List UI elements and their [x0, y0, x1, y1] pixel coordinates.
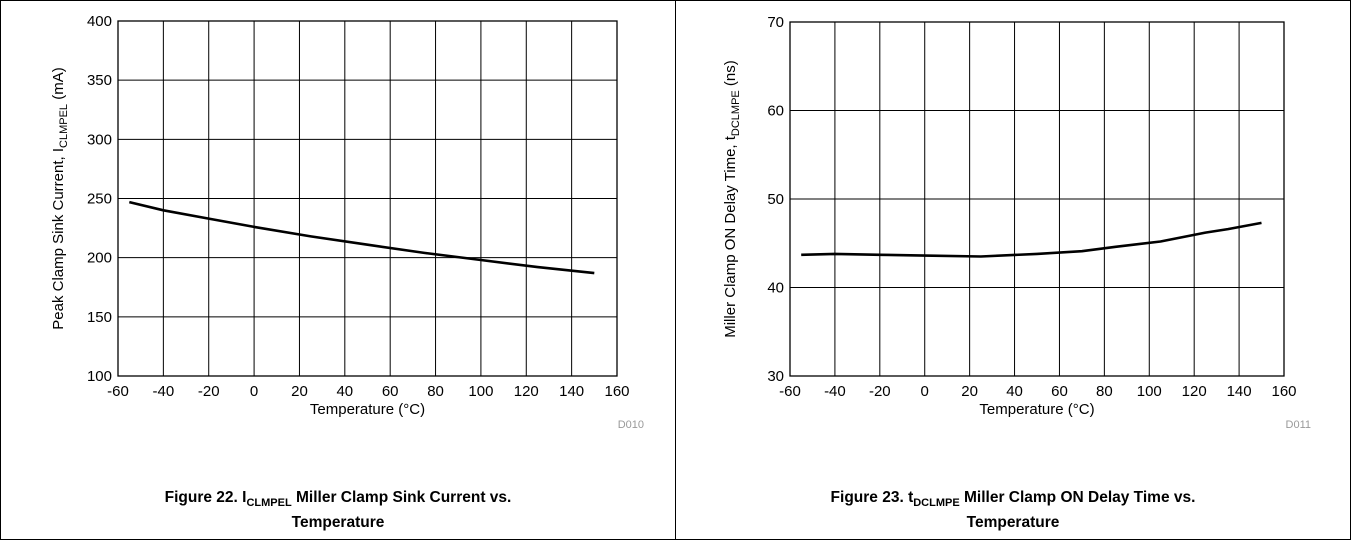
figure-code: D011	[1286, 419, 1311, 431]
y-tick-label: 60	[767, 103, 784, 120]
x-tick-label: -40	[153, 383, 175, 400]
y-tick-label: 30	[767, 368, 784, 385]
caption-line2: Temperature	[966, 514, 1060, 532]
x-tick-label: 80	[427, 383, 444, 400]
x-tick-label: 160	[604, 383, 629, 400]
x-tick-label: 40	[336, 383, 353, 400]
y-axis-label-unit: (mA)	[50, 67, 67, 104]
figure-22-caption: Figure 22. ICLMPEL Miller Clamp Sink Cur…	[1, 488, 675, 533]
y-axis-label-main: Miller Clamp ON Delay Time, t	[722, 135, 739, 338]
y-tick-label: 350	[87, 72, 112, 89]
x-tick-label: -60	[107, 383, 129, 400]
y-axis-label-main: Peak Clamp Sink Current, I	[50, 148, 67, 330]
data-line-series	[801, 221, 1262, 258]
caption-subscript: CLMPEL	[246, 497, 292, 510]
x-tick-label: 0	[250, 383, 258, 400]
caption-prefix: Figure 22. I	[164, 489, 247, 506]
x-tick-label: 40	[1006, 383, 1023, 400]
y-tick-label: 400	[87, 13, 112, 30]
plot-frame	[789, 21, 1285, 377]
y-tick-label: 150	[87, 309, 112, 326]
x-tick-label: -40	[824, 383, 846, 400]
x-tick-label: -20	[869, 383, 891, 400]
x-tick-label: 20	[291, 383, 308, 400]
x-tick-label: 80	[1096, 383, 1113, 400]
figure-code: D010	[618, 419, 644, 431]
x-tick-label: 20	[961, 383, 978, 400]
clamp-delay-chart: -60 -40 -20 0 20 40 60 80 100 120 140 160 30 40 50 60 70…	[722, 14, 1311, 431]
x-tick-label: 120	[1182, 383, 1207, 400]
y-axis-label-unit: (ns)	[722, 60, 739, 90]
y-axis-label: Peak Clamp Sink Current, ICLMPEL (mA)	[50, 67, 70, 329]
caption-rest: Miller Clamp Sink Current vs.	[291, 489, 512, 506]
caption-prefix: Figure 23. t	[830, 489, 914, 506]
y-axis-label: Miller Clamp ON Delay Time, tDCLMPE (ns)	[722, 60, 742, 338]
chart-panel-right: -60 -40 -20 0 20 40 60 80 100 120 140 160 30 40 50 60 70…	[675, 0, 1351, 540]
caption-line2: Temperature	[291, 514, 385, 532]
caption-rest: Miller Clamp ON Delay Time vs.	[959, 489, 1196, 506]
x-tick-label: 160	[1271, 383, 1296, 400]
y-tick-label: 200	[87, 250, 112, 267]
chart-panel-left: -60 -40 -20 0 20 40 60 80 100 120 140 160 100 150 200 2…	[0, 0, 676, 540]
x-axis-label: Temperature (°C)	[310, 401, 425, 418]
x-tick-label: 120	[514, 383, 539, 400]
y-tick-label: 250	[87, 191, 112, 208]
x-tick-label: -20	[198, 383, 220, 400]
x-tick-label: 60	[1051, 383, 1068, 400]
y-axis-label-subscript: CLMPEL	[58, 104, 70, 148]
x-tick-label: 140	[1227, 383, 1252, 400]
plot-frame	[117, 20, 618, 377]
x-tick-label: 100	[1137, 383, 1162, 400]
x-tick-label: -60	[779, 383, 801, 400]
y-tick-label: 40	[767, 280, 784, 297]
y-axis-label-subscript: DCLMPE	[730, 90, 742, 136]
y-tick-label: 100	[87, 368, 112, 385]
caption-subscript: DCLMPE	[913, 497, 960, 510]
x-axis-label: Temperature (°C)	[979, 401, 1094, 418]
x-tick-label: 140	[559, 383, 584, 400]
x-tick-label: 60	[382, 383, 399, 400]
y-tick-label: 300	[87, 131, 112, 148]
x-tick-label: 0	[921, 383, 929, 400]
data-line-series	[128, 200, 595, 275]
figure-23-caption: Figure 23. tDCLMPE Miller Clamp ON Delay…	[676, 488, 1350, 533]
y-tick-label: 50	[767, 191, 784, 208]
clamp-current-chart: -60 -40 -20 0 20 40 60 80 100 120 140 160 100 150 200 2…	[50, 13, 644, 431]
x-tick-label: 100	[468, 383, 493, 400]
y-tick-label: 70	[767, 14, 784, 31]
